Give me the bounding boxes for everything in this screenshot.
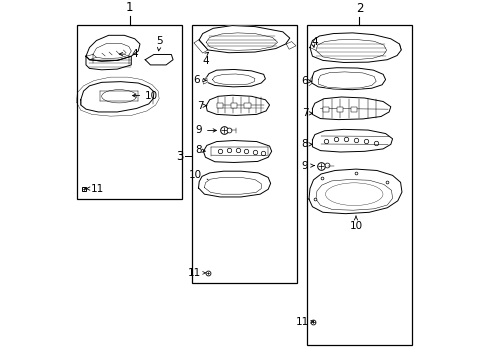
Polygon shape [315,180,392,210]
Text: 11: 11 [295,317,309,327]
Polygon shape [203,78,207,84]
Text: 1: 1 [125,1,133,14]
Polygon shape [204,177,261,194]
Ellipse shape [325,183,382,206]
Polygon shape [86,56,131,70]
Polygon shape [206,69,265,87]
Text: 10: 10 [188,170,202,180]
Text: 6: 6 [301,76,311,86]
Text: 8: 8 [301,139,311,149]
Polygon shape [81,82,154,112]
Bar [230,103,236,108]
Text: 4: 4 [119,49,138,59]
Bar [192,25,296,283]
Polygon shape [93,43,131,59]
Text: 4: 4 [311,37,317,47]
Text: 3: 3 [176,150,183,163]
Polygon shape [318,72,375,88]
Text: 7: 7 [197,101,206,111]
Text: 10: 10 [132,91,158,100]
Polygon shape [285,42,295,49]
Polygon shape [206,33,277,50]
Polygon shape [206,95,269,116]
Text: 11: 11 [187,268,201,278]
Polygon shape [311,68,385,90]
Text: 7: 7 [301,108,312,118]
Polygon shape [308,169,401,214]
Polygon shape [198,171,270,197]
Text: 4: 4 [203,56,209,66]
Text: 10: 10 [349,221,362,231]
Bar [244,103,250,108]
Polygon shape [194,40,207,53]
Text: 2: 2 [355,2,363,15]
Text: 6: 6 [193,75,200,85]
Polygon shape [199,26,289,53]
Text: 5: 5 [156,36,162,46]
Polygon shape [203,140,271,162]
Text: 9: 9 [301,161,313,171]
Text: 9: 9 [195,125,216,135]
Bar [322,107,328,112]
Polygon shape [86,35,140,61]
Bar [350,107,356,112]
Bar [77,25,182,199]
Text: 11: 11 [85,184,104,194]
Ellipse shape [102,90,136,103]
Bar [216,103,223,108]
Bar [306,25,411,345]
Bar [336,107,342,112]
Text: 8: 8 [195,145,205,155]
Polygon shape [212,74,254,85]
Polygon shape [309,33,401,63]
Polygon shape [315,40,386,60]
Polygon shape [312,129,392,152]
Polygon shape [145,54,173,65]
Polygon shape [312,97,390,120]
